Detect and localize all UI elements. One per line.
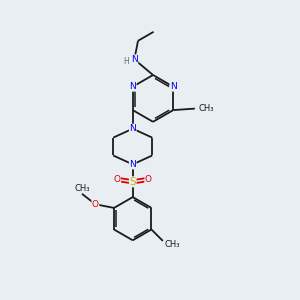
Text: O: O <box>145 175 152 184</box>
Text: N: N <box>170 82 177 91</box>
Text: CH₃: CH₃ <box>164 240 180 249</box>
Text: O: O <box>92 200 99 209</box>
Text: N: N <box>129 82 136 91</box>
Text: N: N <box>129 124 136 133</box>
Text: H: H <box>123 57 129 66</box>
Text: CH₃: CH₃ <box>199 104 214 113</box>
Text: N: N <box>131 55 138 64</box>
Text: S: S <box>129 177 136 187</box>
Text: CH₃: CH₃ <box>74 184 90 193</box>
Text: O: O <box>114 175 121 184</box>
Text: N: N <box>129 160 136 169</box>
